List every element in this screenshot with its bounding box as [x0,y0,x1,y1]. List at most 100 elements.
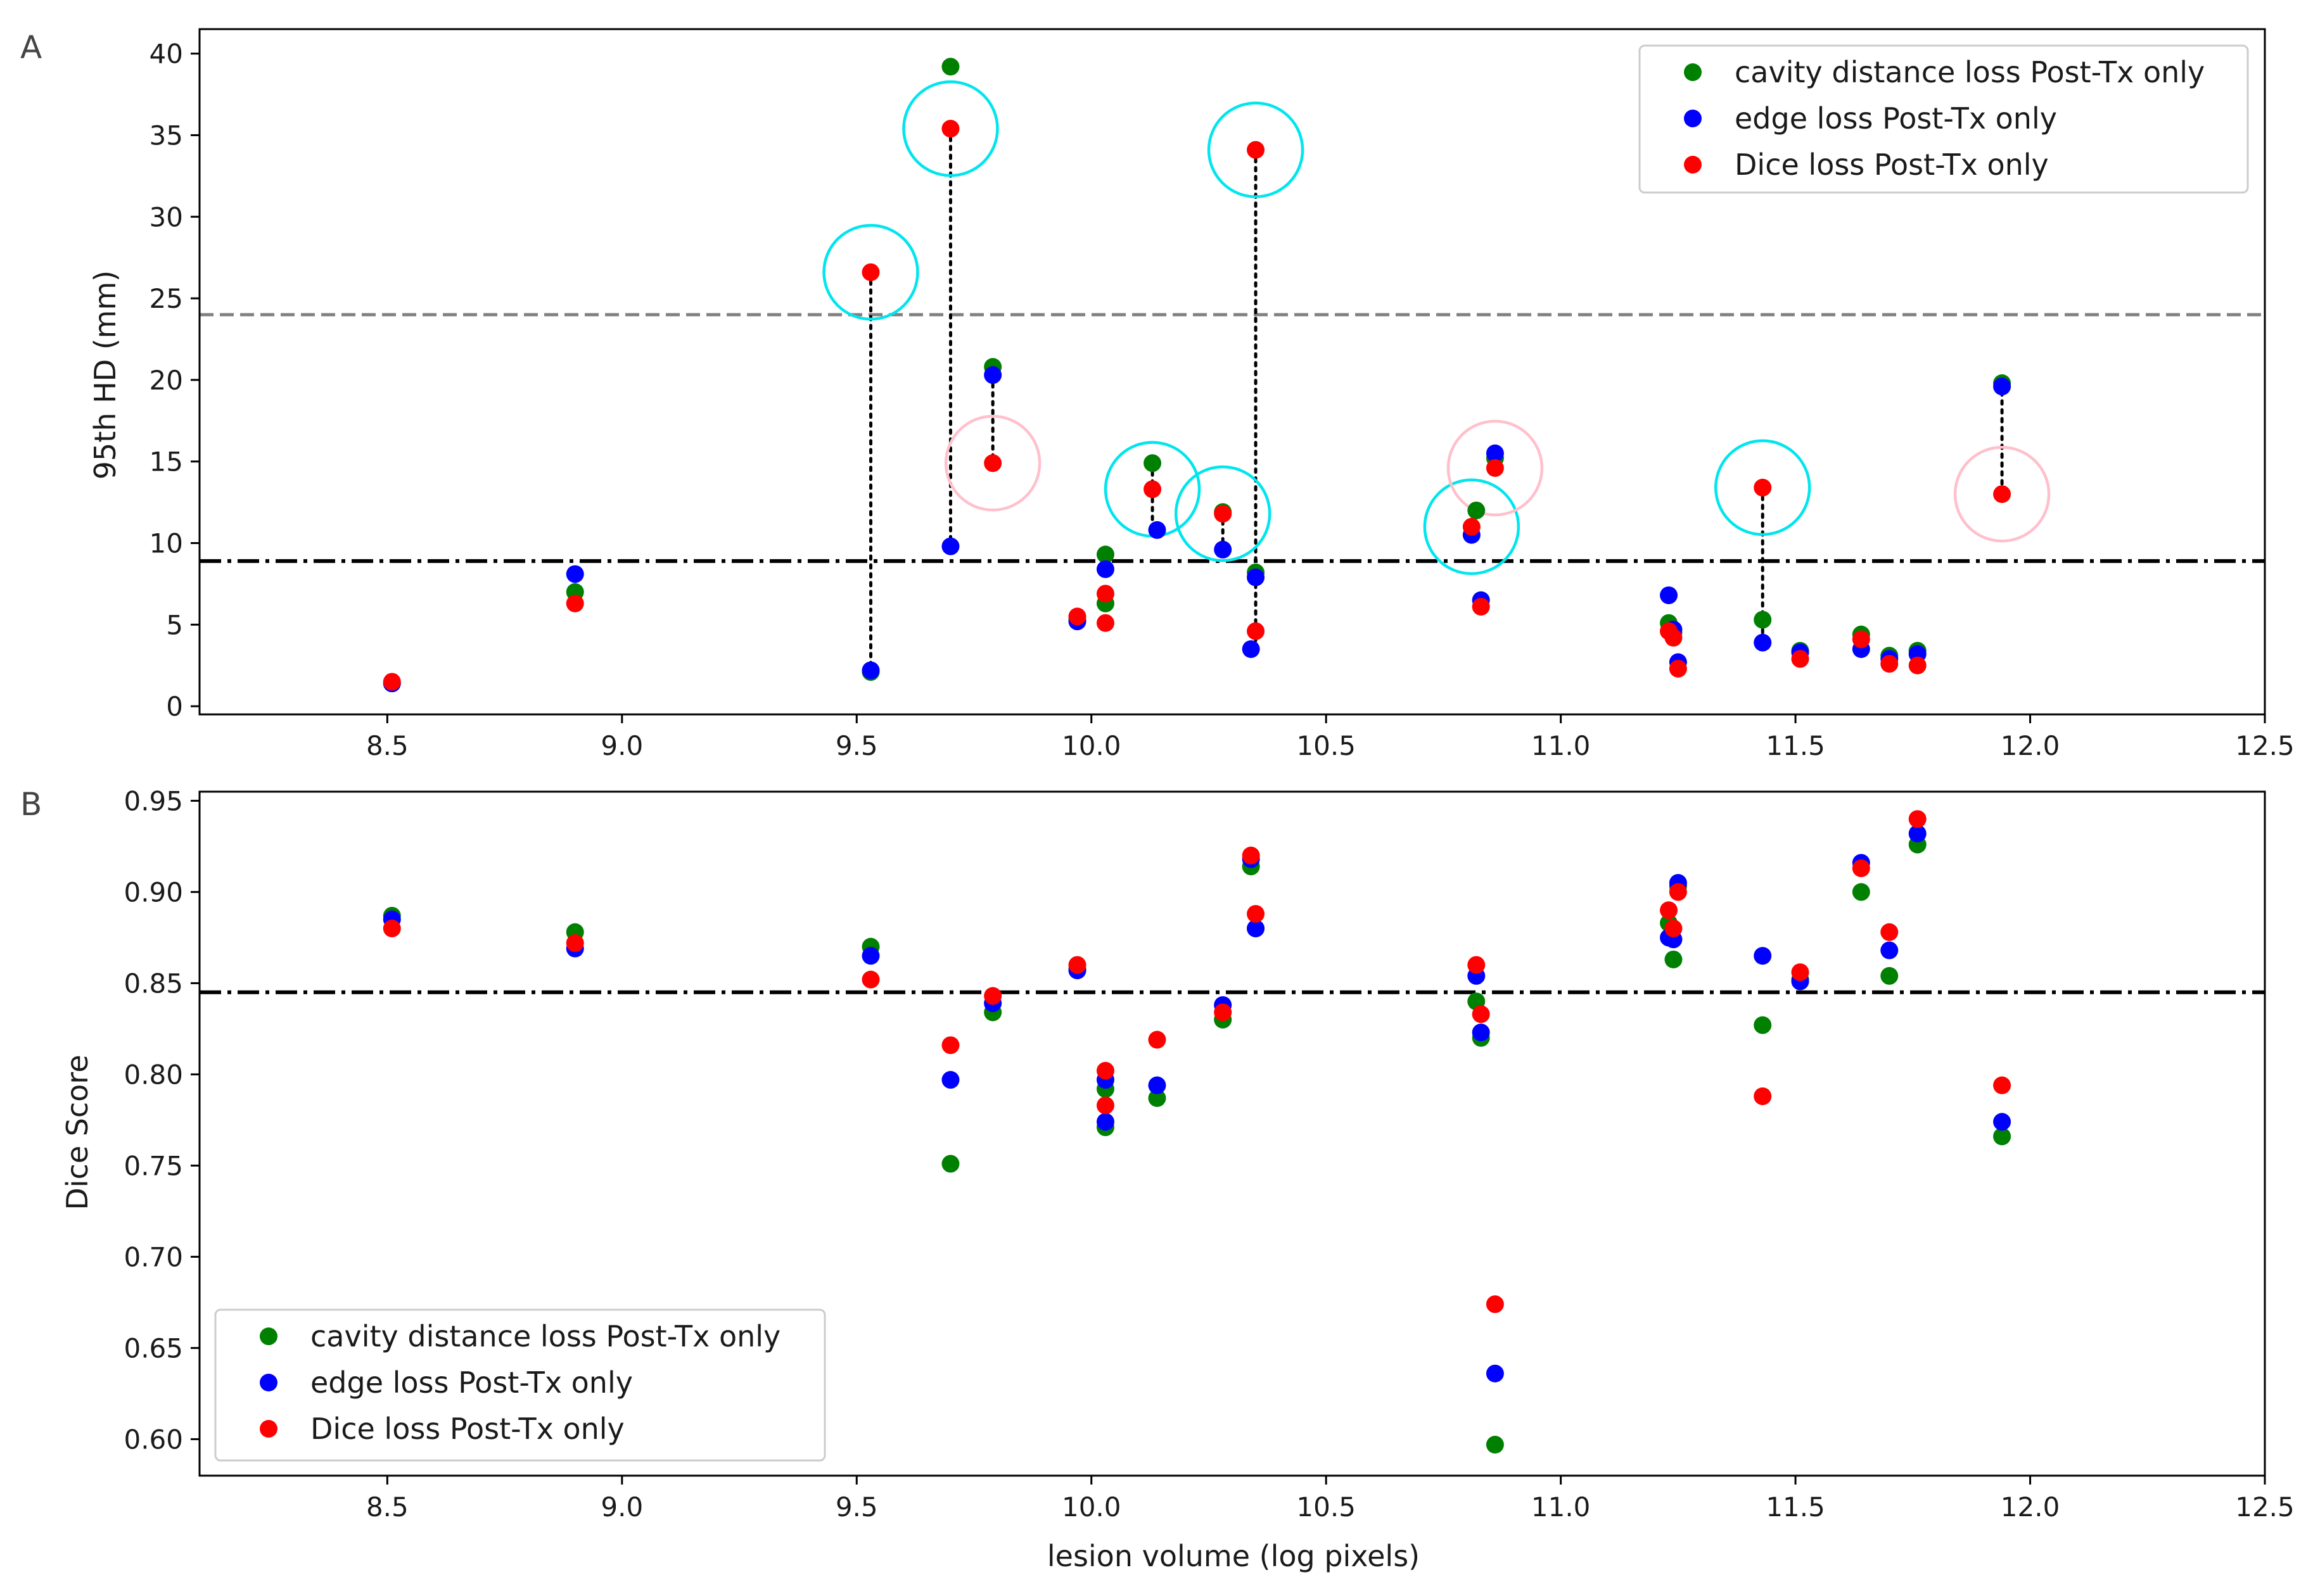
dice-loss-post-tx-only-point-pa [1669,659,1687,678]
dice-loss-post-tx-only-point-pa [1462,517,1481,536]
edge-loss-post-tx-only-point-pb [1247,920,1265,937]
edge-loss-post-tx-only-point-pb [1148,1076,1166,1094]
panel-label-a: A [20,29,42,66]
legend-entry-cavity-distance-loss-post-tx-only-pa: cavity distance loss Post-Tx only [1735,55,2205,89]
dice-loss-post-tx-only-point-pa [1068,607,1086,626]
edge-loss-post-tx-only-point-pa [1148,521,1166,539]
plot-area-b: 8.5 9.0 9.5 10.0 10.5 11.0 11.5 12.0 12.5 0.60 0.6… [124,785,2294,1523]
cavity-distance-loss-post-tx-only-point-pa [941,58,960,76]
x-tick-label-pa: 12.5 [2235,730,2295,761]
x-tick-label-pb: 9.5 [836,1492,878,1523]
edge-loss-post-tx-only-point-pa [1242,640,1260,658]
y-tick-label-pb: 0.85 [124,968,183,999]
edge-loss-post-tx-only-point-pb [1993,1113,2011,1131]
edge-loss-post-tx-only-point-pb [1908,825,1927,843]
dice-loss-post-tx-only-point-pa [984,454,1002,472]
edge-loss-post-tx-only-point-pa [1660,586,1678,604]
x-tick-label-pa: 11.5 [1766,730,1825,761]
panel-b-dice: B Dice Score lesion volume (log pixels) … [20,785,2295,1573]
highlight-circle-pa [1446,419,1544,517]
dice-loss-post-tx-only-point-pb [1068,956,1086,974]
axes-frame-pa [198,28,2266,716]
y-tick-label-pa: 35 [150,120,183,151]
x-tick-label-pb: 11.0 [1531,1492,1591,1523]
x-tick-label-pa: 11.0 [1531,730,1591,761]
panel-label-b: B [20,786,42,823]
cavity-distance-loss-post-tx-only-point-pa [1144,454,1162,472]
cavity-distance-loss-post-tx-only-point-pa [1467,501,1486,519]
x-axis-label: lesion volume (log pixels) [1047,1539,1420,1573]
highlight-circle-pa [822,224,919,321]
edge-loss-post-tx-only-point-pa [1486,444,1504,462]
dice-loss-post-tx-only-point-pa [1472,597,1490,616]
dice-loss-post-tx-only-point-pb [1472,1005,1490,1023]
highlight-circle-pa [1953,445,2051,543]
dice-loss-post-tx-only-point-pa [1791,650,1809,668]
y-tick-label-pb: 0.70 [124,1241,183,1272]
edge-loss-post-tx-only-point-pb [1880,941,1899,960]
edge-loss-post-tx-only-point-pa [1247,568,1265,586]
dice-loss-post-tx-only-point-pb [1148,1030,1166,1049]
dice-loss-post-tx-only-point-pa [1908,656,1927,674]
highlight-circle-pa [1174,465,1271,562]
legend-entry-edge-loss-post-tx-only-pa: edge loss Post-Tx only [1735,101,2057,136]
cavity-distance-loss-post-tx-only-point-pb [1754,1016,1772,1034]
dice-loss-post-tx-only-point-pb [1660,901,1678,920]
legend-marker-cavity-distance-loss-post-tx-only-pa [1684,63,1702,81]
dice-loss-post-tx-only-point-pb [1242,846,1260,864]
cavity-distance-loss-post-tx-only-point-pb [1664,950,1683,968]
dice-loss-post-tx-only-point-pb [1467,956,1486,974]
dice-loss-post-tx-only-point-pa [566,594,584,612]
dice-loss-post-tx-only-point-pb [1247,904,1265,923]
edge-loss-post-tx-only-point-pa [1754,633,1772,652]
y-tick-label-pa: 5 [166,609,183,640]
legend-entry-dice-loss-post-tx-only-pa: Dice loss Post-Tx only [1735,148,2049,182]
legend-pa: cavity distance loss Post-Tx only edge lo… [1638,44,2249,194]
x-tick-label-pa: 10.0 [1062,730,1121,761]
dice-loss-post-tx-only-point-pb [984,987,1002,1005]
x-tick-label-pa: 8.5 [366,730,409,761]
edge-loss-post-tx-only-point-pa [1993,377,2011,396]
legend-entry-dice-loss-post-tx-only-pb: Dice loss Post-Tx only [310,1412,625,1446]
dice-loss-post-tx-only-point-pb [566,934,584,953]
y-tick-label-pa: 0 [166,691,183,722]
legend-entry-edge-loss-post-tx-only-pb: edge loss Post-Tx only [310,1365,633,1400]
dice-loss-post-tx-only-point-pa [1993,485,2011,504]
highlight-circle-pa [1714,439,1811,536]
dice-loss-post-tx-only-point-pb [1754,1087,1772,1105]
dice-loss-post-tx-only-point-pa [1754,478,1772,497]
dice-loss-post-tx-only-point-pb [383,920,401,937]
y-axis-label-b: Dice Score [60,1054,94,1210]
x-tick-label-pb: 10.5 [1296,1492,1356,1523]
plot-area-a: 8.5 9.0 9.5 10.0 10.5 11.0 11.5 12.0 12.5 0 5 10 15 2… [150,28,2295,761]
cavity-distance-loss-post-tx-only-point-pb [1148,1089,1166,1107]
edge-loss-post-tx-only-point-pb [862,947,880,965]
legend-marker-dice-loss-post-tx-only-pb [260,1420,277,1438]
y-tick-label-pb: 0.90 [124,877,183,908]
x-tick-label-pa: 12.0 [2001,730,2060,761]
cavity-distance-loss-post-tx-only-point-pa [1096,545,1114,564]
dice-loss-post-tx-only-point-pa [1247,141,1265,159]
y-tick-label-pa: 40 [150,39,183,70]
dice-loss-post-tx-only-point-pa [1486,459,1504,477]
edge-loss-post-tx-only-point-pa [566,565,584,583]
edge-loss-post-tx-only-point-pa [941,537,960,555]
edge-loss-post-tx-only-point-pa [1214,540,1232,559]
legend-box-pa [1638,44,2249,194]
cavity-distance-loss-post-tx-only-point-pb [941,1155,960,1173]
cavity-distance-loss-post-tx-only-point-pb [1880,966,1899,985]
dice-loss-post-tx-only-point-pb [1880,923,1899,941]
dice-loss-post-tx-only-point-pb [1993,1076,2011,1094]
y-tick-label-pb: 0.65 [124,1333,183,1364]
highlight-circle-pa [944,415,1042,512]
dice-loss-post-tx-only-point-pb [1096,1061,1114,1080]
dice-loss-post-tx-only-point-pb [941,1036,960,1054]
x-tick-label-pa: 10.5 [1296,730,1356,761]
dice-loss-post-tx-only-point-pa [1214,505,1232,523]
highlight-circle-pa [902,80,999,177]
legend-marker-edge-loss-post-tx-only-pb [260,1374,277,1391]
edge-loss-post-tx-only-point-pb [1472,1023,1490,1042]
axes-frame-pb [198,790,2266,1477]
cavity-distance-loss-post-tx-only-point-pb [1486,1436,1504,1454]
